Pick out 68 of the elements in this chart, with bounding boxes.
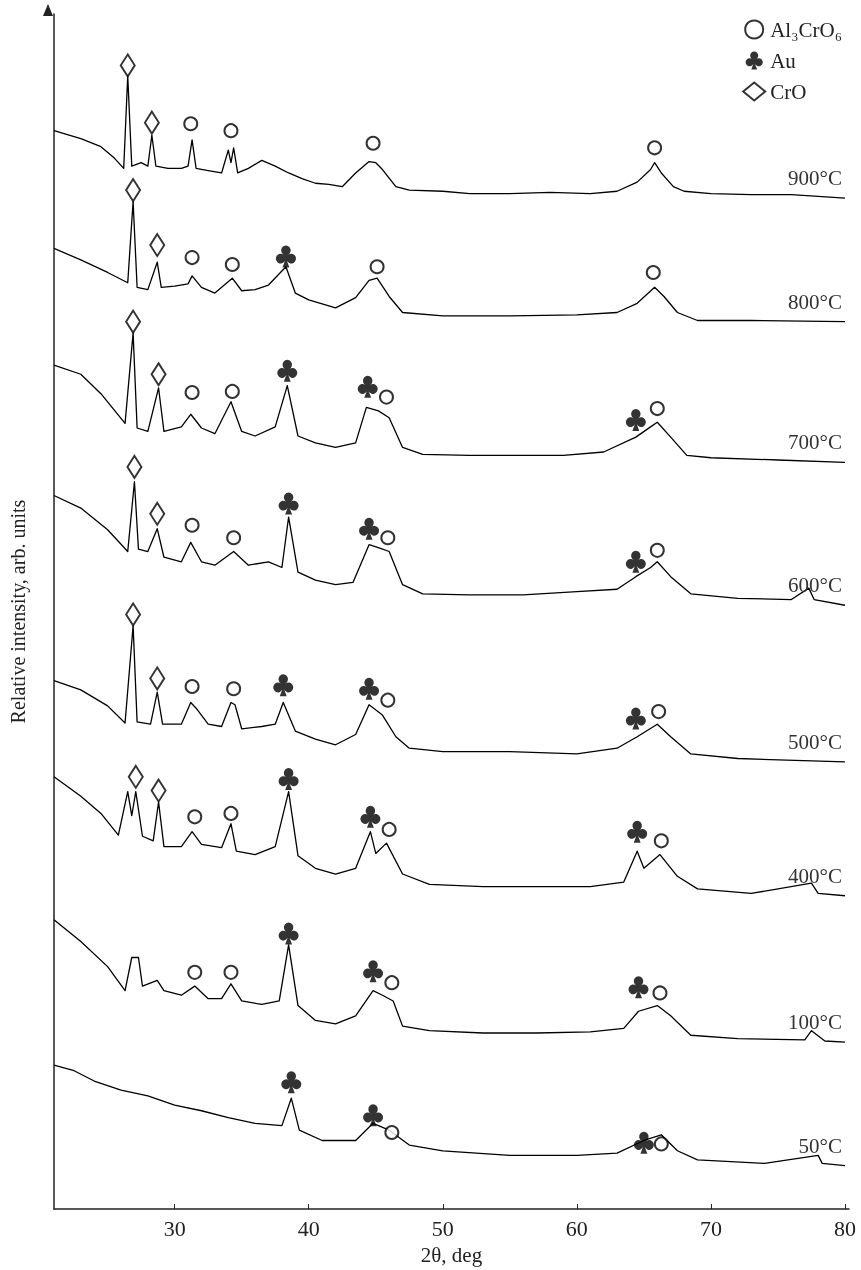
point — [184, 250, 200, 266]
point — [183, 116, 199, 132]
point — [369, 259, 385, 275]
series-label: 400°C — [788, 863, 842, 888]
point — [363, 1104, 384, 1127]
point — [224, 383, 240, 399]
point — [653, 1136, 669, 1152]
point — [651, 704, 667, 720]
point — [187, 964, 203, 980]
series-label: 500°C — [788, 729, 842, 754]
point — [226, 681, 242, 697]
point — [184, 385, 200, 401]
point — [184, 678, 200, 694]
point — [653, 833, 669, 849]
point — [275, 245, 296, 268]
point — [223, 964, 239, 980]
legend-label: Al₃CrO₆ — [770, 17, 842, 42]
y-axis-title: Relative intensity, arb. units — [7, 499, 30, 724]
x-tick-label: 80 — [833, 1215, 856, 1241]
point — [281, 1071, 302, 1094]
point — [652, 985, 668, 1001]
point — [273, 674, 294, 697]
point — [278, 922, 299, 945]
point — [226, 530, 242, 546]
point — [380, 530, 396, 546]
point — [184, 517, 200, 533]
series-label: 800°C — [788, 289, 842, 314]
point — [625, 409, 646, 431]
point — [359, 517, 380, 540]
point — [277, 359, 298, 382]
point — [633, 1131, 654, 1154]
point — [360, 805, 381, 828]
x-tick-label: 60 — [565, 1215, 588, 1241]
series-label: 100°C — [788, 1010, 842, 1035]
point — [378, 389, 394, 405]
point — [223, 805, 239, 821]
point — [627, 820, 648, 843]
x-tick-label: 50 — [431, 1215, 454, 1241]
legend-label: Au — [770, 48, 797, 73]
point — [628, 976, 649, 999]
point — [381, 821, 397, 837]
point — [645, 264, 661, 280]
series-label: 900°C — [788, 166, 842, 191]
point — [625, 707, 646, 730]
x-tick-label: 30 — [163, 1215, 186, 1241]
x-tick-label: 70 — [699, 1215, 722, 1241]
point — [384, 975, 400, 991]
series-label: 600°C — [788, 573, 842, 598]
point — [278, 768, 299, 791]
point — [380, 692, 396, 708]
x-tick-label: 40 — [297, 1215, 320, 1241]
point — [223, 123, 239, 139]
point — [625, 550, 646, 573]
series-label: 50°C — [798, 1133, 842, 1158]
point — [363, 960, 384, 983]
x-axis-title: 2θ, deg — [420, 1242, 483, 1267]
point — [187, 809, 203, 825]
legend-label: CrO — [770, 79, 807, 104]
point — [649, 401, 665, 417]
point — [649, 542, 665, 558]
point — [647, 140, 663, 156]
point — [278, 492, 299, 515]
point — [359, 677, 380, 700]
point — [357, 375, 378, 398]
series-label: 700°C — [788, 430, 842, 455]
point — [384, 1124, 400, 1140]
point — [224, 256, 240, 272]
point — [365, 135, 381, 151]
